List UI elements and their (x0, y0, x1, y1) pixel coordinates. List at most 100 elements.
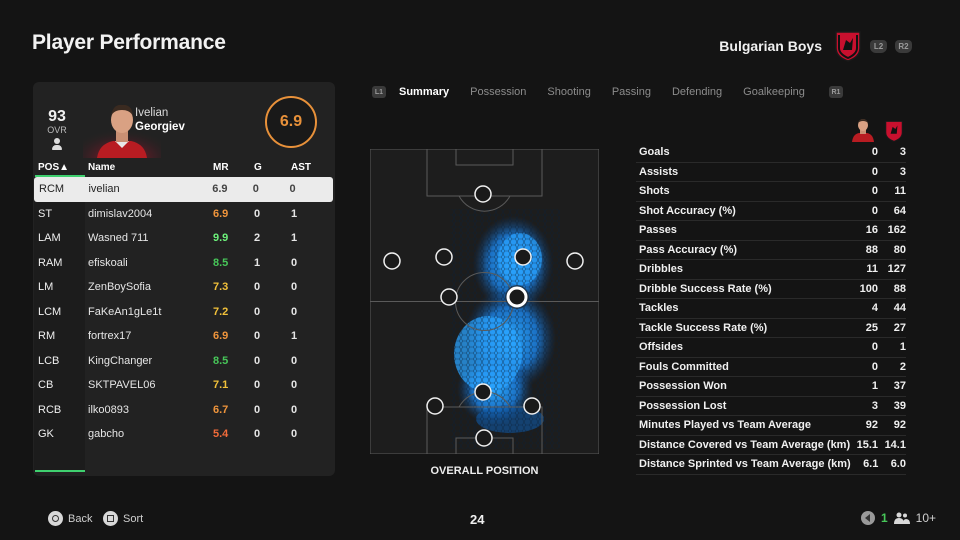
row-ast: 1 (291, 232, 298, 245)
row-name: ilko0893 (88, 403, 129, 416)
stat-team: 162 (887, 224, 906, 237)
l2-trigger-icon[interactable]: L2 (870, 39, 887, 53)
player-dot (440, 288, 458, 306)
stats-table: Goals 0 3 Assists 0 3 Shots 0 11 Shot Accuracy… (636, 143, 906, 475)
player-last-name: Georgiev (135, 121, 185, 133)
page-number: 24 (470, 512, 485, 527)
row-mr: 7.1 (213, 379, 229, 392)
stat-team: 6.0 (890, 458, 906, 471)
table-row[interactable]: ST dimislav2004 6.9 0 1 (33, 202, 335, 227)
stat-row: Dribbles 11 127 (636, 260, 906, 280)
stat-player: 0 (871, 341, 878, 354)
tab-goalkeeping[interactable]: Goalkeeping (743, 86, 805, 98)
stat-label: Goals (639, 146, 670, 159)
header-mr[interactable]: MR (213, 161, 229, 173)
stat-label: Shot Accuracy (%) (639, 204, 736, 217)
tab-defending[interactable]: Defending (671, 86, 723, 98)
table-row[interactable]: RM fortrex17 6.9 0 1 (33, 324, 335, 349)
row-g: 2 (254, 232, 261, 245)
sort-label: Sort (123, 512, 144, 525)
row-ast: 0 (291, 354, 298, 367)
sort-button[interactable]: Sort (103, 511, 143, 526)
row-name: dimislav2004 (88, 207, 153, 220)
stat-player: 16 (865, 224, 878, 237)
table-row[interactable]: LCM FaKeAn1gLe1t 7.2 0 0 (33, 300, 335, 325)
row-mr: 8.5 (213, 354, 229, 367)
stat-player: 25 (865, 321, 878, 334)
row-ast: 0 (291, 379, 298, 392)
header-ast[interactable]: AST (291, 161, 311, 173)
row-g: 0 (254, 428, 261, 441)
heatmap-blobs (450, 209, 560, 449)
table-row[interactable]: RCM ivelian 6.9 0 0 (34, 177, 333, 202)
tab-possession[interactable]: Possession (470, 86, 527, 98)
row-pos: ST (38, 207, 53, 220)
header-pos[interactable]: POS▲ (38, 161, 70, 173)
stat-player: 88 (865, 243, 878, 256)
stat-player: 0 (871, 360, 878, 373)
stat-team: 27 (893, 321, 906, 334)
table-row[interactable]: RAM efiskoali 8.5 1 0 (33, 251, 335, 276)
pos-column-bg (34, 177, 85, 472)
stat-row: Possession Won 1 37 (636, 377, 906, 397)
row-g: 0 (254, 281, 261, 294)
row-ast: 0 (291, 403, 298, 416)
stat-team: 92 (893, 419, 906, 432)
row-g: 0 (254, 330, 261, 343)
stat-row: Fouls Committed 0 2 (636, 358, 906, 377)
header-g[interactable]: G (254, 161, 262, 173)
stat-row: Tackle Success Rate (%) 25 27 (636, 319, 906, 338)
stat-label: Possession Lost (639, 399, 727, 412)
row-ast: 0 (291, 281, 298, 294)
table-row[interactable]: RCB ilko0893 6.7 0 0 (33, 398, 335, 423)
row-g: 0 (254, 207, 261, 220)
tab-shooting[interactable]: Shooting (547, 86, 591, 98)
tab-passing[interactable]: Passing (611, 86, 651, 98)
stat-label: Pass Accuracy (%) (639, 243, 738, 256)
row-pos: RM (38, 330, 56, 343)
r2-trigger-icon[interactable]: R2 (895, 39, 912, 53)
row-g: 0 (252, 183, 259, 196)
row-name: ivelian (88, 183, 120, 196)
stat-label: Tackles (639, 302, 679, 315)
row-mr: 8.5 (213, 256, 229, 269)
l1-bumper-icon[interactable]: L1 (372, 86, 386, 98)
stat-row: Tackles 4 44 (636, 299, 906, 319)
table-row[interactable]: LCB KingChanger 8.5 0 0 (33, 349, 335, 374)
stat-row: Dribble Success Rate (%) 100 88 (636, 280, 906, 299)
table-row[interactable]: GK gabcho 5.4 0 0 (33, 422, 335, 447)
row-name: KingChanger (88, 354, 153, 367)
table-row[interactable]: LAM Wasned 711 9.9 2 1 (33, 226, 335, 251)
table-row[interactable]: LM ZenBoySofia 7.3 0 0 (33, 275, 335, 300)
stat-label: Dribbles (639, 263, 684, 276)
table-row[interactable]: CB SKTPAVEL06 7.1 0 0 (33, 373, 335, 398)
stat-row: Minutes Played vs Team Average 92 92 (636, 416, 906, 436)
back-button[interactable]: Back (48, 511, 92, 526)
row-pos: RCM (39, 183, 65, 196)
pitch-caption: OVERALL POSITION (430, 465, 539, 477)
stat-label: Shots (639, 185, 670, 198)
row-mr: 5.4 (213, 428, 229, 441)
player-dot (383, 252, 401, 270)
stat-row: Shots 0 11 (636, 182, 906, 202)
player-dot (523, 397, 541, 415)
stat-row: Shot Accuracy (%) 0 64 (636, 202, 906, 221)
stats-tabs: L1 Summary Possession Shooting Passing D… (372, 86, 843, 98)
tab-summary[interactable]: Summary (399, 86, 450, 98)
row-name: gabcho (88, 428, 125, 441)
row-g: 0 (254, 379, 261, 392)
stat-label: Offsides (639, 341, 684, 354)
header-name[interactable]: Name (88, 161, 116, 173)
group-icon (893, 512, 910, 524)
players-count: 10+ (915, 511, 936, 525)
row-ast: 1 (291, 330, 298, 343)
row-name: SKTPAVEL06 (88, 379, 156, 392)
sort-indicator (35, 175, 85, 177)
r1-bumper-icon[interactable]: R1 (828, 86, 843, 98)
stat-row: Offsides 0 1 (636, 338, 906, 358)
circle-button-icon (48, 511, 63, 526)
player-portrait (83, 104, 161, 158)
stat-label: Minutes Played vs Team Average (639, 419, 811, 432)
player-name: Ivelian Georgiev (135, 106, 185, 134)
stat-row: Goals 0 3 (636, 143, 906, 163)
